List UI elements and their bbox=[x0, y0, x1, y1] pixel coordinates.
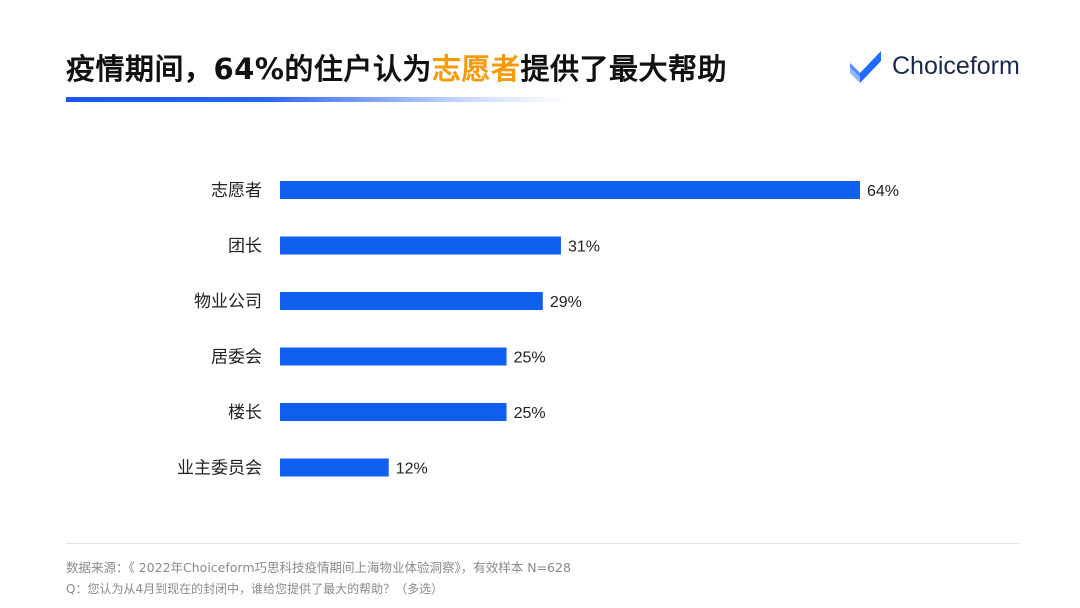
bar bbox=[280, 403, 507, 421]
data-source-note: 数据来源：《 2022年Choiceform巧思科技疫情期间上海物业体验洞察》，… bbox=[66, 560, 571, 575]
category-label: 楼长 bbox=[228, 403, 262, 423]
value-label: 12% bbox=[396, 461, 428, 478]
bar-chart: 志愿者 64% 团长 31% 物业公司 29% 居委会 25% 楼长 25% 业主委员会 12% bbox=[177, 181, 899, 479]
question-note: Q：您认为从4月到现在的封闭中，谁给您提供了最大的帮助？（多选） bbox=[66, 582, 444, 596]
brand-logo: Choiceform bbox=[847, 46, 1020, 86]
category-label: 居委会 bbox=[211, 348, 262, 368]
bar bbox=[280, 236, 561, 255]
category-label: 物业公司 bbox=[194, 292, 262, 312]
category-label: 团长 bbox=[228, 237, 262, 257]
value-label: 25% bbox=[514, 350, 546, 367]
value-label: 29% bbox=[550, 294, 582, 311]
page-title: 疫情期间，64%的住户认为志愿者提供了最大帮助 bbox=[66, 46, 727, 88]
bar bbox=[280, 181, 860, 199]
title-suffix: 提供了最大帮助 bbox=[520, 52, 727, 86]
category-label: 志愿者 bbox=[211, 181, 262, 201]
bar bbox=[280, 292, 543, 310]
category-label: 业主委员会 bbox=[177, 459, 262, 479]
title-highlight: 志愿者 bbox=[431, 52, 521, 86]
value-label: 31% bbox=[568, 239, 600, 256]
bar bbox=[280, 458, 389, 477]
value-label: 25% bbox=[514, 405, 546, 422]
value-label: 64% bbox=[867, 183, 899, 200]
choiceform-logo-icon bbox=[850, 51, 881, 83]
footer-divider bbox=[66, 543, 1020, 544]
title-underline bbox=[66, 97, 566, 102]
title-prefix: 疫情期间，64%的住户认为 bbox=[66, 52, 432, 86]
logo-text: Choiceform bbox=[892, 51, 1020, 80]
bar bbox=[280, 347, 507, 366]
